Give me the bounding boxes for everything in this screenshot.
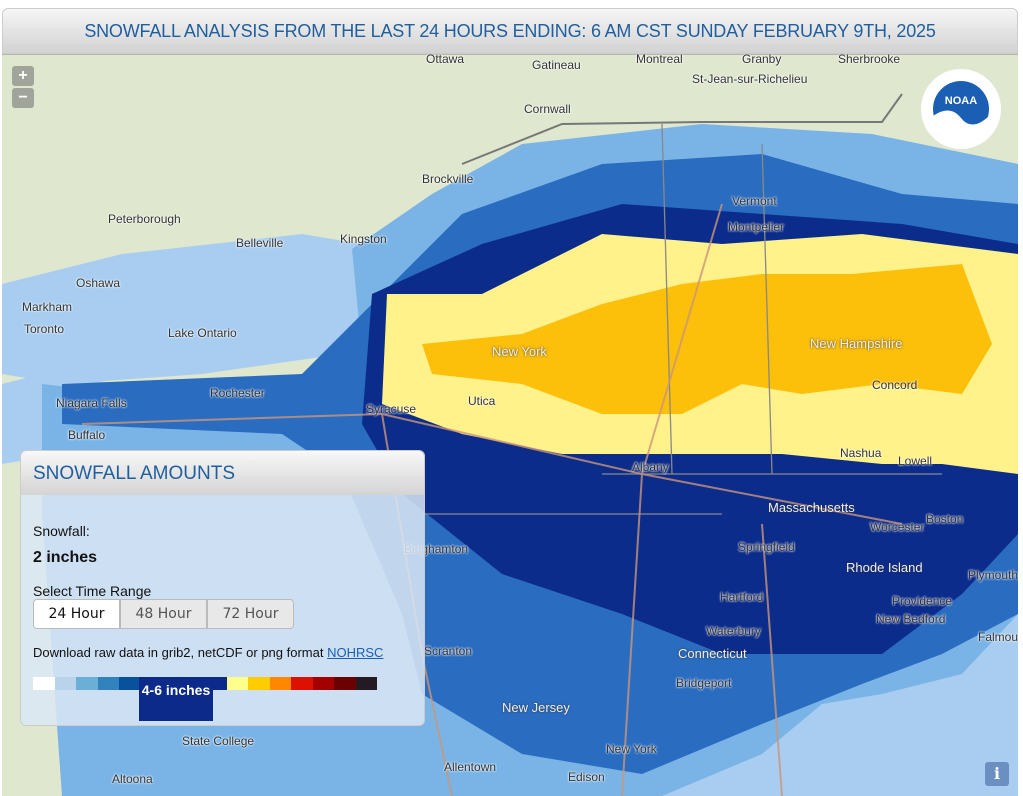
map-label: Edison	[568, 770, 605, 784]
map-label: Oshawa	[76, 276, 121, 290]
snowfall-label: Snowfall:	[33, 523, 90, 539]
map-label: Utica	[468, 394, 496, 408]
state-borders	[422, 123, 942, 515]
map-label: Granby	[742, 54, 782, 66]
legend-swatch	[226, 677, 248, 690]
download-text: Download raw data in grib2, netCDF or pn…	[33, 645, 383, 660]
map-label: Toronto	[24, 322, 65, 336]
map-label: Montreal	[636, 54, 683, 66]
map-label: Montpelier	[728, 220, 785, 234]
legend-highlight-label: 4-6 inches	[139, 677, 213, 721]
map-label: Lake Ontario	[168, 326, 237, 340]
map-label: Gatineau	[532, 58, 581, 72]
download-description: Download raw data in grib2, netCDF or pn…	[33, 645, 328, 660]
map-label: New Bedford	[876, 612, 946, 626]
snow-gold	[422, 264, 992, 414]
map-title: SNOWFALL ANALYSIS FROM THE LAST 24 HOURS…	[84, 20, 936, 41]
map-label: State College	[182, 734, 255, 748]
map-layers	[2, 54, 1018, 796]
snowfall-value: 2 inches	[33, 549, 98, 566]
map-label: New York	[606, 742, 657, 756]
legend-swatch	[97, 677, 119, 690]
zoom-in-button[interactable]: +	[12, 66, 34, 86]
legend-swatch	[334, 677, 356, 690]
range-24-hour-button[interactable]: 24 Hour	[33, 599, 120, 629]
snowfall-amounts-panel: SNOWFALL AMOUNTS Snowfall: 2 inches Sele…	[20, 450, 425, 726]
map-title-bar: SNOWFALL ANALYSIS FROM THE LAST 24 HOURS…	[2, 8, 1018, 54]
time-range-label: Select Time Range	[33, 583, 152, 599]
legend-swatch	[312, 677, 334, 690]
map-label: Worcester	[870, 520, 925, 534]
map-label: Markham	[22, 300, 73, 314]
legend-swatch	[33, 677, 55, 690]
legend-swatch	[355, 677, 377, 690]
panel-title: SNOWFALL AMOUNTS	[21, 451, 424, 495]
map-label: Rochester	[210, 386, 265, 400]
map-label: Allentown	[444, 760, 497, 774]
map-label: Providence	[892, 594, 953, 608]
map-label: Ottawa	[426, 54, 465, 66]
map-label: Sherbrooke	[838, 54, 901, 66]
legend-swatch	[269, 677, 291, 690]
snowfall-map[interactable]: + − Gatineau Ottawa Montreal Granby Sherbroo…	[2, 54, 1018, 796]
range-72-hour-button[interactable]: 72 Hour	[207, 599, 294, 629]
map-label: New Hampshire	[810, 336, 903, 351]
map-label: Altoona	[112, 772, 153, 786]
map-label: Buffalo	[68, 428, 106, 442]
map-label: Concord	[872, 378, 918, 392]
map-label: Scranton	[424, 644, 473, 658]
map-label: Rhode Island	[846, 560, 923, 575]
map-label: Plymouth	[968, 568, 1018, 582]
map-label: Vermont	[732, 194, 777, 208]
legend-swatch	[119, 677, 141, 690]
legend-swatch	[54, 677, 76, 690]
map-label: Waterbury	[706, 624, 761, 638]
map-label: Kingston	[340, 232, 387, 246]
map-label: New York	[492, 344, 547, 359]
map-label: Springfield	[738, 540, 795, 554]
map-label: Syracuse	[366, 402, 417, 416]
lake-ontario	[2, 234, 372, 384]
map-label: New Jersey	[502, 700, 570, 715]
range-48-hour-button[interactable]: 48 Hour	[120, 599, 207, 629]
map-label: Boston	[926, 512, 964, 526]
noaa-logo: NOAA	[921, 69, 1001, 149]
zoom-out-button[interactable]: −	[12, 88, 34, 108]
nohrsc-link[interactable]: NOHRSC	[327, 645, 384, 660]
map-label: Massachusetts	[768, 500, 855, 515]
map-label: Brockville	[422, 172, 474, 186]
map-label: Albany	[632, 460, 669, 474]
map-label: Falmouth	[978, 630, 1018, 644]
map-label: Peterborough	[108, 212, 181, 226]
map-label: Nashua	[840, 446, 882, 460]
map-label: Bridgeport	[676, 676, 732, 690]
time-range-buttons: 24 Hour 48 Hour 72 Hour	[33, 599, 294, 629]
map-label: Belleville	[236, 236, 284, 250]
color-legend	[33, 677, 377, 690]
map-label: St-Jean-sur-Richelieu	[692, 72, 808, 86]
map-label: Connecticut	[678, 646, 747, 661]
legend-swatch	[248, 677, 270, 690]
us-canada-border	[461, 93, 903, 165]
legend-swatch	[76, 677, 98, 690]
info-button[interactable]: i	[985, 762, 1009, 786]
legend-swatch	[291, 677, 313, 690]
svg-text:NOAA: NOAA	[945, 95, 977, 107]
map-label: Lowell	[898, 454, 933, 468]
map-label: Cornwall	[524, 102, 571, 116]
map-label: Hartford	[720, 590, 764, 604]
map-label: Niagara Falls	[56, 396, 127, 410]
